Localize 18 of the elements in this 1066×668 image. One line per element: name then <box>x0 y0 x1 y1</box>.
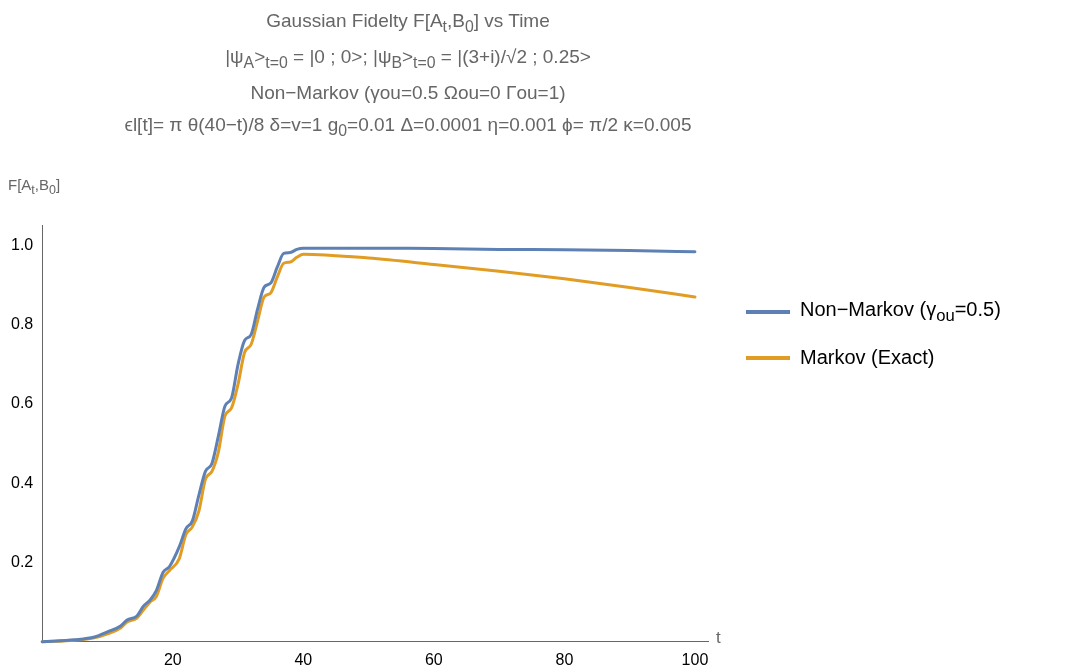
text: |ψ$_{A}$>$_{t=0}$ = |0 ; 0>; |ψ$_{B}$>$_{t=0}$ = |(3+i)/√2 ; 0.25> <box>225 45 591 71</box>
y-tick-label: 0.8 <box>10 315 34 333</box>
x-axis-title: t <box>716 628 721 648</box>
chart-title: Gaussian Fidelty F[A$_{t}$,B$_{0}$] vs Time <box>265 10 551 36</box>
x-tick-label: 100 <box>681 650 709 668</box>
legend-label: Markov (Exact) <box>800 346 935 369</box>
y-tick-label: 0.6 <box>10 394 34 412</box>
y-tick-label: 1.0 <box>10 235 34 253</box>
y-axis-title: F[A$_{t}$,B$_{0}$] <box>8 176 61 197</box>
y-tick-label: 0.4 <box>10 473 34 491</box>
x-tick-label: 20 <box>163 650 182 668</box>
y-tick-label: 0.2 <box>10 552 34 570</box>
x-tick-label: 40 <box>294 650 313 668</box>
x-tick-label: 80 <box>555 650 574 668</box>
text: ϵl[t]= π θ(40−t)/8 δ=v=1 g$_{0}$=0.01 Δ=0.0001 η=0.001 ϕ= π/2 κ=0.005 <box>123 113 693 140</box>
legend-label: Non−Markov (γ$_{ou}$=0.5) <box>800 298 1001 326</box>
x-tick-label: 60 <box>424 650 443 668</box>
text: Non−Markov (γou=0.5 Ωou=0 Γou=1) <box>249 81 567 104</box>
